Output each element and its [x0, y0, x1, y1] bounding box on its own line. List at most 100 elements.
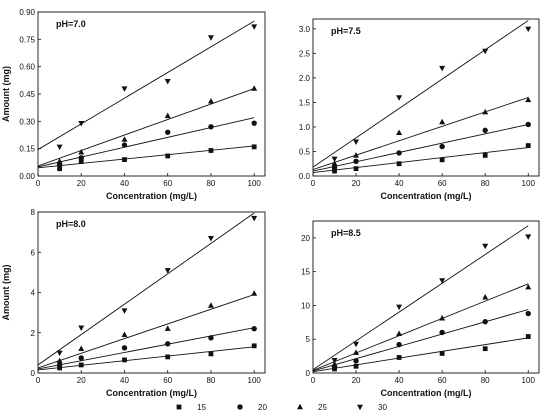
y-tick-label: 0.30	[19, 117, 35, 126]
data-point-15	[439, 351, 445, 356]
data-point-25	[439, 118, 446, 125]
y-tick-label: 5	[306, 335, 311, 344]
legend-marker-30	[357, 404, 363, 411]
series-20	[313, 121, 531, 172]
data-point-25	[56, 158, 63, 164]
data-point-30	[331, 357, 338, 364]
y-tick-label: 8	[31, 208, 36, 217]
series-15	[38, 144, 257, 172]
plot-frame	[312, 220, 540, 374]
legend-label: 20	[258, 403, 267, 412]
x-tick-label: 100	[522, 179, 536, 188]
x-tick-label: 60	[163, 376, 172, 385]
data-point-15	[165, 153, 171, 159]
fit-line-20	[38, 117, 255, 168]
data-point-30	[331, 156, 338, 163]
data-point-30	[56, 144, 63, 151]
legend-item-30: 30	[357, 403, 387, 412]
data-point-25	[482, 108, 489, 115]
series-25	[313, 96, 532, 171]
fit-line-25	[313, 97, 529, 171]
fit-line-15	[38, 145, 255, 169]
fit-line-25	[38, 88, 255, 167]
data-point-30	[78, 325, 85, 332]
data-point-30	[121, 308, 128, 314]
x-tick-label: 80	[481, 179, 490, 188]
data-point-15	[332, 168, 337, 174]
y-tick-label: 0.5	[299, 147, 311, 156]
data-point-25	[56, 357, 63, 364]
data-point-15	[251, 343, 257, 349]
data-point-15	[57, 365, 63, 371]
series-25	[38, 85, 258, 167]
data-point-15	[525, 334, 531, 339]
fit-line-30	[313, 225, 529, 370]
y-tick-label: 0.75	[19, 35, 35, 44]
series-30	[38, 20, 258, 151]
plot-frame	[312, 18, 540, 177]
x-tick-label: 60	[163, 179, 172, 188]
x-tick-label: 20	[352, 376, 361, 385]
fit-line-15	[38, 346, 255, 371]
data-point-15	[122, 157, 127, 162]
chart-panel-ph-7-5: 0 20 40 60 80 100 0.0 0.5 1.0 1.5 2.0 2.5 3.0 Concent…	[299, 18, 540, 201]
chart-panel-ph-7-0: 0 20 40 60 80 100 0.00 0.15 0.30 0.45 0.60 0.75 0.90…	[1, 8, 266, 201]
y-tick-label: 0.60	[19, 63, 35, 72]
legend-marker-20	[237, 404, 243, 410]
series-15	[313, 143, 531, 174]
chart-panel-ph-8-5: 0 20 40 60 80 100 0 5 10 15 20 Concentration (mg/L)…	[301, 220, 540, 398]
x-tick-label: 60	[438, 179, 447, 188]
y-tick-label: 0.0	[299, 172, 311, 181]
x-tick-label: 80	[481, 376, 490, 385]
data-point-20	[353, 158, 359, 164]
data-point-15	[57, 166, 63, 172]
x-axis-title: Concentration (mg/L)	[106, 388, 197, 398]
x-tick-label: 0	[36, 179, 41, 188]
series-30	[313, 225, 532, 370]
data-point-15	[165, 354, 171, 360]
series-20	[38, 326, 257, 370]
x-tick-label: 100	[522, 376, 536, 385]
data-point-25	[396, 330, 403, 337]
data-point-20	[251, 326, 257, 332]
y-tick-label: 3.0	[299, 25, 311, 34]
data-point-30	[251, 215, 258, 222]
y-axis-title: Amount (mg)	[1, 66, 11, 122]
y-tick-label: 2	[31, 329, 36, 338]
ph-annotation: pH=7.0	[56, 19, 86, 29]
x-axis-title: Concentration (mg/L)	[106, 191, 197, 201]
ph-annotation: pH=8.0	[56, 219, 86, 229]
data-point-15	[482, 346, 488, 352]
y-tick-label: 20	[301, 234, 310, 243]
data-point-15	[78, 362, 84, 368]
data-point-15	[208, 351, 214, 357]
data-point-20	[78, 155, 84, 161]
data-point-30	[525, 234, 532, 240]
data-point-25	[525, 96, 532, 103]
legend-label: 15	[197, 403, 206, 412]
data-point-30	[164, 79, 171, 85]
data-point-25	[121, 331, 128, 337]
data-point-30	[439, 65, 446, 72]
y-tick-label: 10	[301, 301, 310, 310]
data-point-30	[525, 26, 532, 33]
data-point-15	[396, 355, 402, 360]
legend-item-15: 15	[176, 403, 206, 412]
data-point-25	[331, 160, 338, 166]
x-tick-label: 40	[120, 179, 129, 188]
data-point-15	[251, 144, 257, 150]
fit-line-30	[313, 20, 529, 168]
ph-annotation: pH=8.5	[331, 228, 361, 238]
data-point-20	[78, 355, 84, 361]
data-point-20	[208, 335, 214, 341]
x-axis-title: Concentration (mg/L)	[381, 388, 472, 398]
data-point-30	[396, 95, 403, 101]
fit-line-30	[38, 20, 255, 150]
data-point-20	[525, 121, 531, 128]
data-point-30	[396, 304, 403, 311]
data-point-25	[251, 290, 258, 296]
data-point-15	[122, 357, 127, 363]
y-tick-label: 0.00	[19, 172, 35, 181]
data-point-20	[56, 162, 63, 168]
x-tick-label: 0	[311, 179, 316, 188]
